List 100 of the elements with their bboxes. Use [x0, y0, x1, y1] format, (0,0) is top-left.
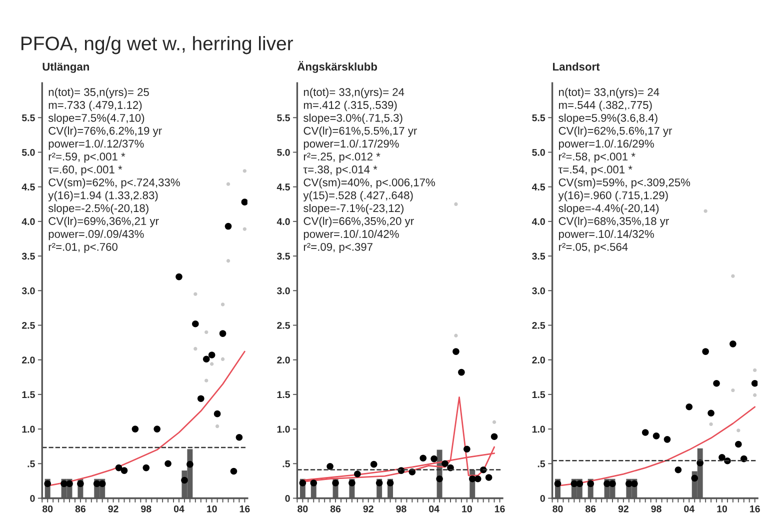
y-tick-label: 4.0 — [276, 218, 290, 226]
x-tick-label: 80 — [552, 505, 563, 512]
annotation: CV(lr)=76%,6.2%,19 yr — [48, 126, 162, 137]
x-tick-label: 04 — [429, 505, 440, 512]
annotation: power=.10/.14/32% — [559, 230, 654, 240]
annotation: y(16)=.960 (.715,1.29) — [558, 191, 668, 202]
chart-subtitle: Utlängan — [42, 62, 89, 73]
annotation: slope=-4.4%(-20,14) — [558, 204, 659, 214]
y-tick-label: 1.0 — [532, 426, 545, 433]
y-tick-label: 5.5 — [22, 114, 35, 122]
annotation: CV(lr)=62%,5.6%,17 yr — [558, 126, 672, 137]
y-tick-label: 0 — [285, 494, 290, 502]
x-tick-label: 86 — [586, 505, 596, 512]
annotation: slope=-2.5%(-20,18) — [48, 204, 148, 214]
annotation: power=1.0/.16/29% — [559, 139, 654, 150]
x-tick-label: 86 — [330, 505, 341, 512]
y-tick-label: 1.0 — [277, 426, 290, 433]
annotation: slope=-7.1%(-23,12) — [304, 204, 404, 214]
x-tick-label: 04 — [174, 505, 184, 512]
x-tick-label: 04 — [684, 505, 694, 512]
chart-title: PFOA, ng/g wet w., herring liver — [22, 36, 294, 54]
annotation: CV(sm)=59%, p<.309,25% — [558, 178, 690, 189]
annotation: r²=.01, p<.760 — [48, 242, 118, 254]
annotation: power=.09/.09/43% — [48, 230, 144, 240]
x-tick-label: 80 — [298, 505, 308, 512]
y-tick-label: 4.5 — [22, 184, 35, 190]
y-tick-label: 3.5 — [22, 252, 35, 260]
x-tick-label: 10 — [207, 505, 217, 512]
annotation: CV(sm)=40%, p<.006,17% — [304, 178, 435, 189]
x-tick-label: 98 — [651, 505, 662, 512]
y-tick-label: 2.5 — [277, 322, 290, 329]
x-tick-label: 16 — [240, 505, 250, 512]
annotation: τ=.38, p<.014 * — [303, 166, 378, 176]
y-tick-label: 3.5 — [276, 252, 290, 260]
annotation: CV(lr)=69%,36%,21 yr — [48, 216, 159, 228]
y-tick-label: .5 — [538, 460, 546, 468]
y-tick-label: 3.5 — [532, 252, 546, 260]
y-tick-label: 1.5 — [22, 391, 35, 398]
chart-subtitle: Landsort — [553, 62, 600, 71]
annotation: τ=.60, p<.001 * — [48, 166, 122, 176]
x-tick-label: 16 — [750, 505, 760, 512]
y-tick-label: 3.0 — [22, 287, 35, 294]
annotation: y(15)=.528 (.427,.648) — [303, 191, 413, 202]
annotation: CV(lr)=68%,35%,18 yr — [558, 216, 669, 228]
y-tick-label: 0 — [540, 494, 545, 502]
y-tick-label: 5.0 — [277, 148, 290, 156]
y-tick-label: 1.5 — [532, 391, 546, 398]
annotation: power=1.0/.17/29% — [304, 139, 399, 150]
y-tick-label: 1.0 — [22, 426, 35, 433]
y-tick-label: 2.0 — [277, 356, 290, 364]
annotation: slope=5.9%(3.6,8.4) — [558, 114, 658, 124]
x-tick-label: 92 — [618, 505, 628, 512]
x-tick-label: 10 — [462, 505, 472, 512]
annotation: n(tot)= 33,n(yrs)= 24 — [304, 88, 404, 98]
annotation: power=1.0/.12/37% — [48, 139, 144, 150]
annotation: m=.412 (.315,.539) — [304, 100, 397, 112]
annotation: m=.544 (.382,.775) — [559, 100, 652, 112]
x-tick-label: 16 — [494, 505, 505, 512]
y-tick-label: .5 — [282, 460, 290, 468]
chart-subtitle: Ängskärsklubb — [297, 61, 378, 73]
y-tick-label: .5 — [28, 460, 35, 468]
y-tick-label: 4.5 — [276, 184, 290, 190]
y-tick-label: 0 — [30, 494, 35, 502]
annotation: r²=.58, p<.001 * — [559, 152, 636, 163]
y-tick-label: 5.5 — [277, 114, 290, 122]
annotation: slope=7.5%(4.7,10) — [48, 114, 144, 124]
y-tick-label: 5.5 — [532, 114, 546, 122]
x-tick-label: 10 — [717, 505, 727, 512]
annotation: m=.733 (.479,1.12) — [48, 100, 142, 112]
annotation: y(16)=1.94 (1.33,2.83) — [48, 191, 158, 202]
y-tick-label: 4.0 — [532, 218, 545, 226]
x-tick-label: 98 — [396, 505, 406, 512]
annotation: slope=3.0%(.71,5.3) — [304, 114, 402, 124]
annotation: r²=.05, p<.564 — [559, 242, 628, 254]
annotation: r²=.25, p<.012 * — [304, 152, 380, 163]
y-tick-label: 2.0 — [22, 356, 35, 364]
annotation: power=.10/.10/42% — [304, 230, 399, 240]
y-tick-label: 2.5 — [22, 322, 35, 329]
x-tick-label: 80 — [42, 505, 53, 512]
y-tick-label: 5.0 — [22, 148, 35, 156]
x-tick-label: 92 — [108, 505, 118, 512]
y-tick-label: 4.5 — [532, 184, 546, 190]
y-tick-label: 4.0 — [22, 218, 35, 226]
y-tick-label: 3.0 — [532, 287, 545, 294]
y-tick-label: 5.0 — [532, 148, 545, 156]
annotation: r²=.59, p<.001 * — [48, 152, 126, 163]
y-tick-label: 1.5 — [277, 391, 290, 398]
annotation: CV(sm)=62%, p<.724,33% — [48, 178, 180, 189]
annotation: r²=.09, p<.397 — [304, 242, 372, 254]
x-tick-label: 92 — [363, 505, 374, 512]
y-tick-label: 3.0 — [276, 287, 290, 294]
annotation: CV(lr)=66%,35%,20 yr — [304, 216, 414, 228]
x-tick-label: 98 — [141, 505, 152, 512]
annotation: CV(lr)=61%,5.5%,17 yr — [304, 126, 417, 137]
x-tick-label: 86 — [75, 505, 86, 512]
y-tick-label: 2.0 — [532, 356, 545, 364]
y-tick-label: 2.5 — [532, 322, 546, 329]
annotation: n(tot)= 33,n(yrs)= 24 — [559, 88, 660, 98]
annotation: n(tot)= 35,n(yrs)= 25 — [48, 88, 149, 98]
annotation: τ=.54, p<.001 * — [558, 166, 632, 176]
